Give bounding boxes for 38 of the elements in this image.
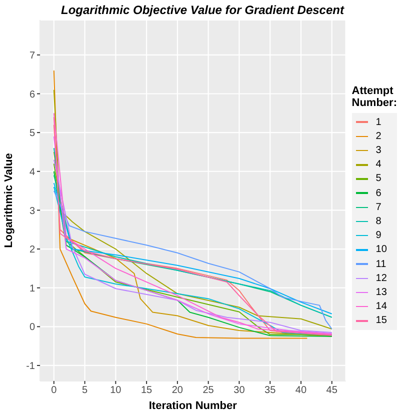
legend-label: 3 — [376, 145, 382, 156]
legend-label: 14 — [376, 301, 387, 312]
y-tick-label: 2 — [29, 244, 36, 256]
y-tick-label: 1 — [29, 283, 36, 294]
legend-label: 15 — [376, 315, 387, 326]
chart-title: Logarithmic Objective Value for Gradient Descent — [60, 3, 346, 17]
x-tick-label: 25 — [202, 385, 214, 396]
y-tick-label: -1 — [26, 361, 36, 372]
legend-label: 10 — [376, 244, 387, 256]
legend-label: 4 — [376, 159, 382, 170]
y-tick-label: 0 — [29, 322, 36, 334]
legend-label: 13 — [376, 286, 387, 298]
x-tick-label: 5 — [82, 385, 88, 396]
x-tick-label: 15 — [140, 385, 153, 396]
x-tick-label: 10 — [110, 385, 122, 396]
x-tick-label: 40 — [295, 385, 307, 396]
legend-label: 8 — [376, 216, 382, 227]
x-axis-title: Iteration Number — [148, 400, 238, 412]
legend-label: 12 — [376, 272, 387, 284]
x-tick-label: 30 — [234, 385, 246, 396]
y-tick-label: 4 — [29, 166, 36, 178]
x-tick-label: 0 — [51, 385, 58, 396]
y-tick-label: 3 — [29, 206, 36, 217]
x-tick-label: 20 — [172, 385, 184, 396]
legend-label: 6 — [376, 188, 382, 199]
legend-label: 9 — [376, 230, 382, 242]
y-axis-title: Logarithmic Value — [2, 153, 15, 248]
legend-title: Attempt Number: — [352, 85, 397, 110]
x-tick-label: 45 — [326, 385, 338, 396]
x-tick-label: 35 — [264, 385, 276, 396]
legend-label: 7 — [376, 202, 382, 213]
legend-label: 11 — [376, 258, 386, 270]
y-tick-label: 7 — [29, 50, 36, 62]
y-tick-label: 6 — [29, 89, 36, 100]
y-tick-label: 5 — [29, 128, 36, 140]
legend-label: 5 — [376, 173, 382, 184]
legend-label: 1 — [376, 116, 382, 128]
legend-label: 2 — [376, 130, 382, 142]
